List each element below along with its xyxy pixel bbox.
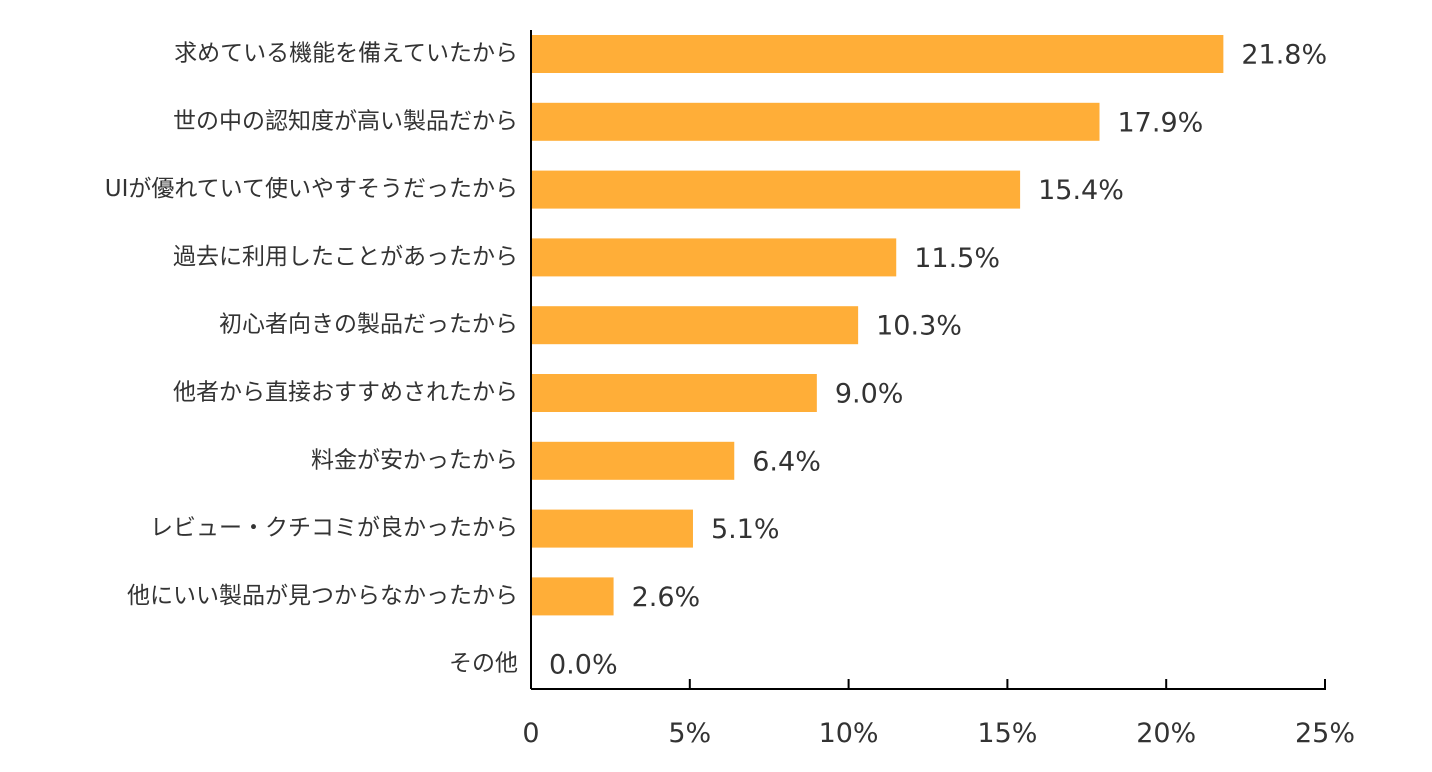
x-tick-label-3: 15%	[977, 718, 1037, 749]
bar-6	[531, 374, 817, 412]
category-label-3: UIが優れていて使いやすそうだったから	[105, 176, 518, 202]
category-label-5: 初心者向きの製品だったから	[219, 312, 518, 338]
bar-5	[531, 306, 859, 345]
bar-7	[531, 441, 735, 480]
bar-2	[531, 102, 1100, 141]
bar-3	[531, 170, 1021, 209]
category-label-7: 料金が安かったから	[311, 447, 518, 473]
category-label-4: 過去に利用したことがあったから	[173, 244, 518, 270]
value-labels-group: 21.8% 17.9% 15.4% 11.5% 10.3% 9.0% 6.4% 5.1% 2.6…	[549, 40, 1327, 681]
x-tick-label-2: 10%	[819, 718, 879, 749]
bar-1	[531, 35, 1224, 73]
x-tick-label-1: 5%	[668, 718, 711, 749]
category-label-8: レビュー・クチコミが良かったから	[150, 515, 518, 541]
category-label-10: その他	[449, 651, 518, 677]
category-label-9: 他にいい製品が見つからなかったから	[127, 583, 518, 609]
x-tick-label-5: 25%	[1295, 718, 1355, 749]
bar-9	[531, 577, 614, 616]
value-label-9: 2.6%	[632, 582, 701, 613]
value-label-3: 15.4%	[1038, 175, 1124, 206]
value-label-5: 10.3%	[876, 311, 962, 342]
axes-group	[530, 30, 1326, 690]
value-label-8: 5.1%	[711, 514, 780, 545]
bars-group	[531, 35, 1224, 616]
category-label-6: 他者から直接おすすめされたから	[173, 380, 518, 406]
x-tick-label-0: 0	[522, 718, 539, 749]
category-label-2: 世の中の認知度が高い製品だから	[173, 108, 518, 134]
value-label-10: 0.0%	[549, 650, 618, 681]
value-label-6: 9.0%	[835, 379, 904, 410]
category-label-1: 求めている機能を備えていたから	[174, 41, 518, 67]
value-label-7: 6.4%	[752, 446, 821, 477]
bar-4	[531, 238, 897, 277]
value-label-2: 17.9%	[1118, 107, 1204, 138]
value-label-1: 21.8%	[1241, 40, 1327, 71]
x-ticks-group: 0 5% 10% 15% 20% 25%	[522, 679, 1355, 749]
x-tick-label-4: 20%	[1136, 718, 1196, 749]
bar-8	[531, 509, 693, 548]
value-label-4: 11.5%	[914, 243, 1000, 274]
